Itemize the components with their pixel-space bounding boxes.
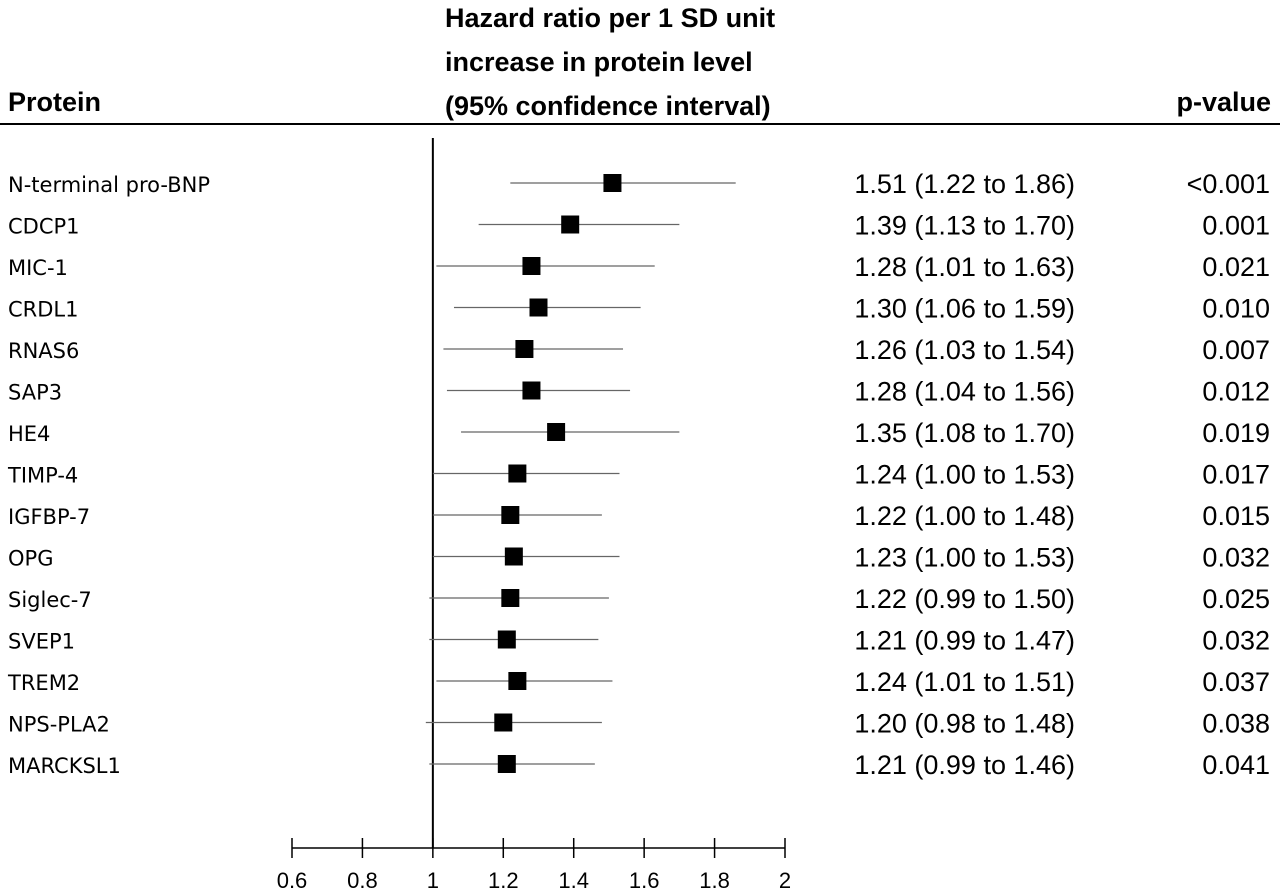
protein-label: SAP3 bbox=[8, 381, 62, 405]
hazard-ratio-marker bbox=[522, 257, 541, 275]
protein-label: CDCP1 bbox=[8, 215, 80, 239]
ci-text: 1.22 (0.99 to 1.50) bbox=[854, 584, 1075, 614]
x-tick-label: 1.8 bbox=[699, 868, 730, 889]
ci-text: 1.23 (1.00 to 1.53) bbox=[854, 543, 1075, 573]
hazard-ratio-header-line-3: (95% confidence interval) bbox=[445, 91, 771, 121]
p-value: 0.010 bbox=[1202, 294, 1270, 324]
hazard-ratio-marker bbox=[497, 630, 516, 649]
p-value: 0.041 bbox=[1202, 750, 1270, 780]
p-value: 0.037 bbox=[1202, 667, 1270, 697]
protein-label: SVEP1 bbox=[8, 630, 75, 654]
x-tick-label: 1.2 bbox=[488, 868, 519, 889]
p-value: 0.001 bbox=[1202, 211, 1270, 241]
ci-text: 1.22 (1.00 to 1.48) bbox=[854, 501, 1075, 531]
hazard-ratio-marker bbox=[508, 672, 527, 690]
p-value: 0.025 bbox=[1202, 584, 1270, 614]
protein-label: Siglec-7 bbox=[8, 588, 92, 612]
protein-label: CRDL1 bbox=[8, 298, 79, 322]
ci-text: 1.30 (1.06 to 1.59) bbox=[854, 294, 1075, 324]
hazard-ratio-header-line-2: increase in protein level bbox=[445, 47, 753, 77]
protein-label: IGFBP-7 bbox=[8, 505, 90, 529]
hazard-ratio-header-line-1: Hazard ratio per 1 SD unit bbox=[445, 3, 776, 33]
p-value: 0.015 bbox=[1202, 501, 1270, 531]
hazard-ratio-marker bbox=[561, 215, 580, 234]
protein-label: TREM2 bbox=[7, 671, 80, 695]
ci-text: 1.21 (0.99 to 1.47) bbox=[854, 626, 1075, 656]
hazard-ratio-marker bbox=[497, 755, 516, 773]
protein-column-header: Protein bbox=[8, 87, 102, 117]
x-tick-label: 0.8 bbox=[347, 868, 378, 889]
x-tick-label: 1.6 bbox=[629, 868, 660, 889]
x-tick-label: 1 bbox=[427, 868, 439, 889]
hazard-ratio-marker bbox=[508, 464, 527, 483]
hazard-ratio-marker bbox=[501, 506, 520, 524]
p-value: 0.021 bbox=[1202, 252, 1270, 282]
protein-label: MARCKSL1 bbox=[8, 754, 121, 778]
hazard-ratio-column-header: Hazard ratio per 1 SD unit increase in p… bbox=[445, 0, 775, 132]
ci-text: 1.24 (1.00 to 1.53) bbox=[854, 460, 1075, 490]
p-value: 0.019 bbox=[1202, 418, 1270, 448]
p-value: <0.001 bbox=[1187, 169, 1270, 199]
p-value: 0.012 bbox=[1202, 377, 1270, 407]
protein-label: N-terminal pro-BNP bbox=[8, 173, 210, 197]
protein-label: NPS-PLA2 bbox=[8, 713, 110, 737]
p-value: 0.017 bbox=[1202, 460, 1270, 490]
protein-label: TIMP-4 bbox=[7, 464, 78, 488]
hazard-ratio-marker bbox=[504, 547, 523, 566]
ci-text: 1.28 (1.01 to 1.63) bbox=[854, 252, 1075, 282]
protein-label: OPG bbox=[8, 547, 53, 571]
hazard-ratio-marker bbox=[522, 381, 541, 400]
header-divider bbox=[0, 123, 1280, 125]
hazard-ratio-marker bbox=[603, 174, 622, 192]
ci-text: 1.26 (1.03 to 1.54) bbox=[854, 335, 1075, 365]
ci-text: 1.39 (1.13 to 1.70) bbox=[854, 211, 1075, 241]
p-value: 0.007 bbox=[1202, 335, 1270, 365]
ci-text: 1.24 (1.01 to 1.51) bbox=[854, 667, 1075, 697]
x-tick-label: 0.6 bbox=[277, 868, 308, 889]
hazard-ratio-marker bbox=[529, 298, 548, 317]
ci-text: 1.51 (1.22 to 1.86) bbox=[854, 169, 1075, 199]
x-tick-label: 1.4 bbox=[558, 868, 589, 889]
protein-label: RNAS6 bbox=[8, 339, 79, 363]
protein-label: MIC-1 bbox=[8, 256, 68, 280]
ci-text: 1.20 (0.98 to 1.48) bbox=[854, 709, 1075, 739]
hazard-ratio-marker bbox=[501, 589, 520, 607]
p-value: 0.032 bbox=[1202, 626, 1270, 656]
hazard-ratio-marker bbox=[494, 713, 513, 732]
p-value: 0.032 bbox=[1202, 543, 1270, 573]
p-value-column-header: p-value bbox=[1176, 87, 1271, 117]
ci-text: 1.35 (1.08 to 1.70) bbox=[854, 418, 1075, 448]
x-tick-label: 2 bbox=[779, 868, 791, 889]
hazard-ratio-marker bbox=[547, 423, 566, 441]
hazard-ratio-marker bbox=[515, 340, 534, 358]
ci-text: 1.21 (0.99 to 1.46) bbox=[854, 750, 1075, 780]
ci-text: 1.28 (1.04 to 1.56) bbox=[854, 377, 1075, 407]
protein-label: HE4 bbox=[8, 422, 50, 446]
p-value: 0.038 bbox=[1202, 709, 1270, 739]
